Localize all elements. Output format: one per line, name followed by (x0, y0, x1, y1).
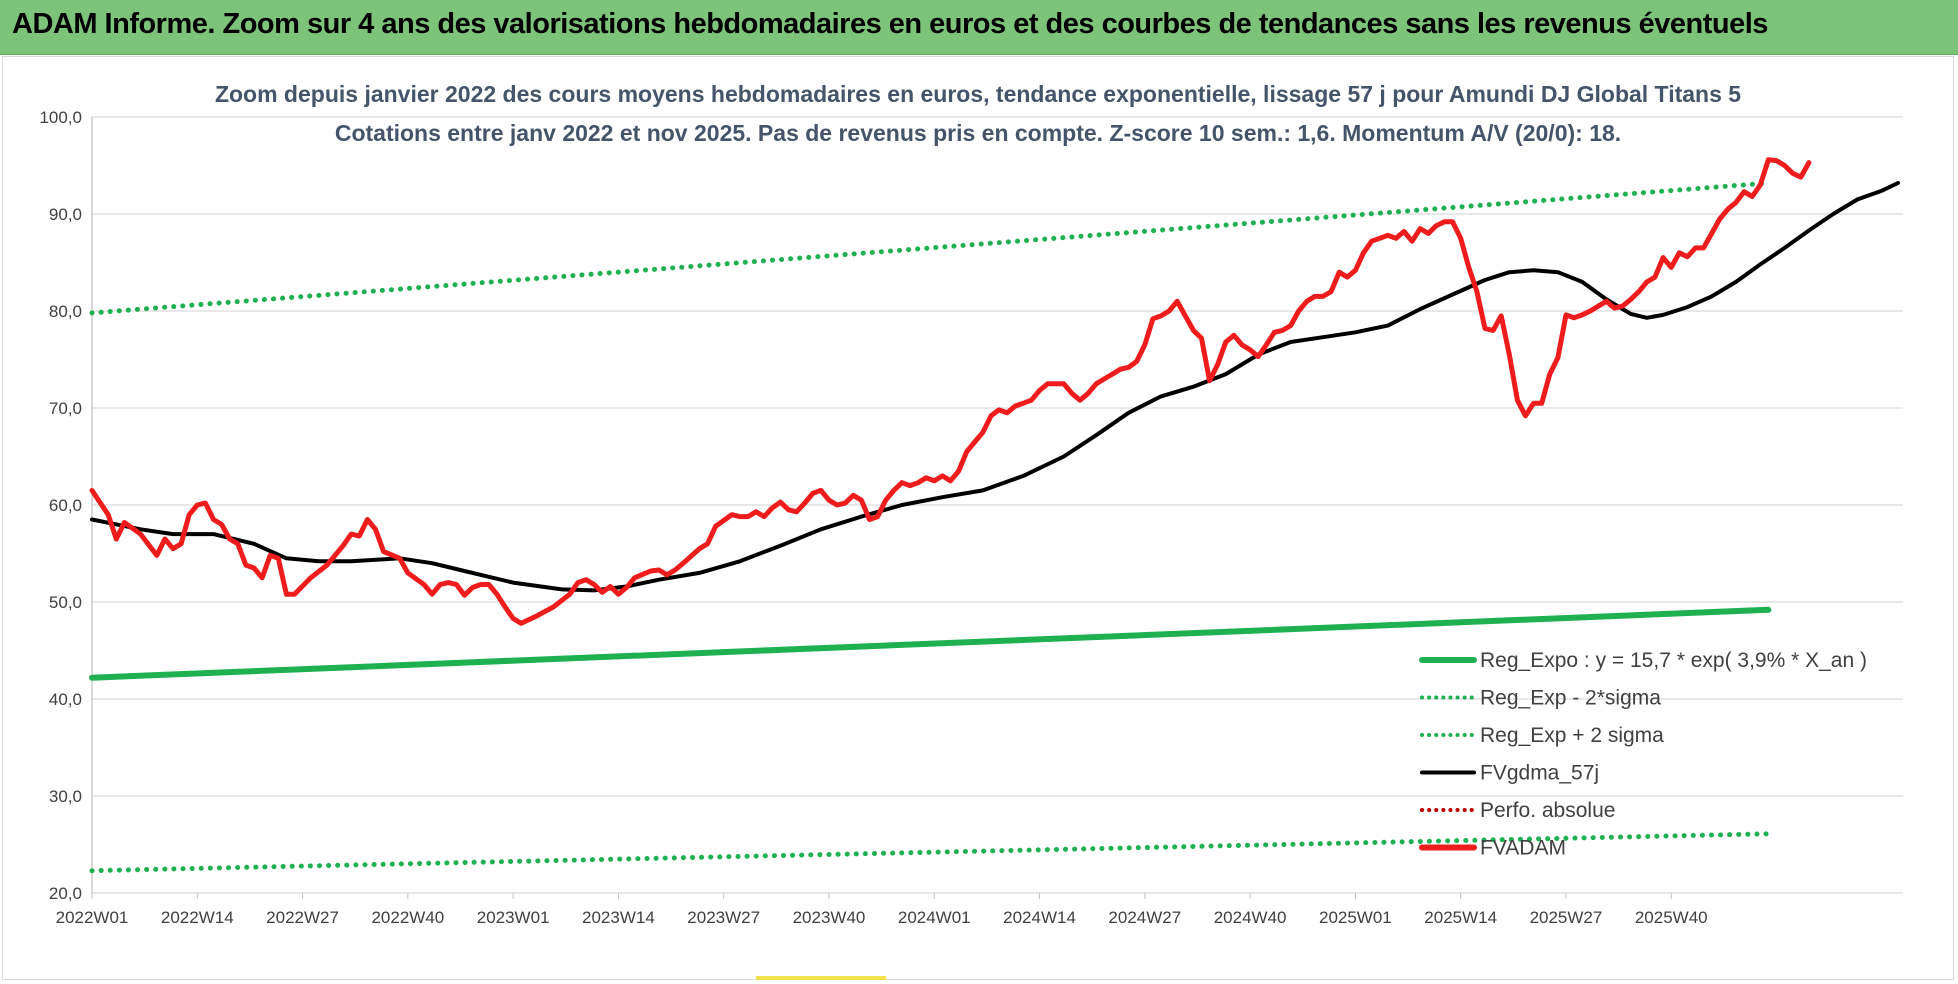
chart-subtitle: Cotations entre janv 2022 et nov 2025. P… (335, 120, 1621, 146)
x-tick-label: 2022W14 (161, 908, 234, 927)
y-tick-label: 20,0 (49, 884, 82, 903)
x-tick-label: 2022W01 (56, 908, 129, 927)
x-tick-label: 2022W27 (266, 908, 339, 927)
x-tick-label: 2023W27 (687, 908, 760, 927)
y-tick-label: 80,0 (49, 302, 82, 321)
legend-label: Reg_Exp - 2*sigma (1480, 687, 1661, 710)
legend-label: FVgdma_57j (1480, 762, 1599, 785)
gridlines (91, 116, 1903, 894)
x-tick-label: 2024W40 (1214, 908, 1287, 927)
report-banner: ADAM Informe. Zoom sur 4 ans des valoris… (0, 0, 1958, 55)
x-tick-label: 2025W27 (1530, 908, 1603, 927)
chart-title: Zoom depuis janvier 2022 des cours moyen… (215, 81, 1741, 107)
x-tick-label: 2025W14 (1424, 908, 1497, 927)
series-fvadam (89, 157, 1812, 626)
x-tick-label: 2022W40 (371, 908, 444, 927)
banner-title: ADAM Informe. Zoom sur 4 ans des valoris… (12, 8, 1768, 40)
x-tick-label: 2025W40 (1635, 908, 1708, 927)
y-tick-label: 50,0 (49, 593, 82, 612)
series-reg-expo-y-15-7-exp-3-9-x-an (89, 606, 1772, 681)
series-reg-exp-2-sigma (89, 180, 1771, 316)
x-tick-label: 2024W14 (1003, 908, 1076, 927)
x-axis-ticks: 2022W01 2022W14 2022W27 2022W40 2023W01 2023W… (56, 893, 1708, 927)
series-fvgdma-57j (90, 181, 1900, 593)
x-tick-label: 2023W01 (477, 908, 550, 927)
y-tick-label: 60,0 (49, 496, 82, 515)
scroll-marker (756, 976, 886, 980)
y-tick-label: 30,0 (49, 787, 82, 806)
y-tick-label: 90,0 (49, 205, 82, 224)
y-tick-label: 100,0 (39, 108, 82, 127)
x-tick-label: 2023W40 (793, 908, 866, 927)
legend: Reg_Expo : y = 15,7 * exp( 3,9% * X_an )… (1419, 649, 1867, 860)
x-tick-label: 2024W01 (898, 908, 971, 927)
legend-label: Perfo. absolue (1480, 799, 1615, 822)
legend-label: Reg_Exp + 2 sigma (1480, 724, 1664, 747)
series-lines (89, 157, 1900, 874)
series-reg-exp-2-sigma (89, 831, 1771, 874)
y-axis-ticks: 100,0 90,0 80,0 70,0 60,0 50,0 40,0 30,0 20,0 (39, 108, 82, 903)
y-tick-label: 70,0 (49, 399, 82, 418)
legend-label: FVADAM (1480, 837, 1566, 860)
x-tick-label: 2025W01 (1319, 908, 1392, 927)
x-tick-label: 2024W27 (1108, 908, 1181, 927)
y-tick-label: 40,0 (49, 690, 82, 709)
legend-label: Reg_Expo : y = 15,7 * exp( 3,9% * X_an ) (1480, 649, 1867, 672)
chart-frame (2, 56, 1954, 980)
x-tick-label: 2023W14 (582, 908, 655, 927)
